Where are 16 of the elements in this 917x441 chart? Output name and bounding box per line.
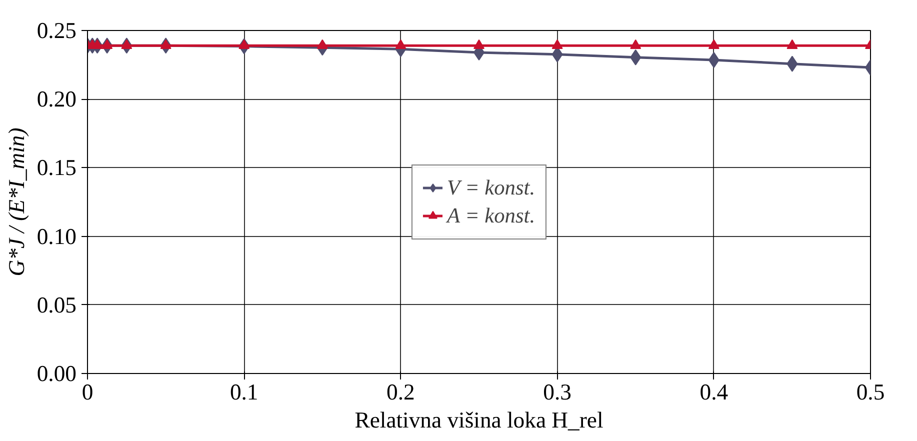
- x-tick-label: 0.4: [700, 380, 728, 404]
- y-tick-label: 0.25: [36, 18, 77, 43]
- x-tick-label: 0.2: [386, 380, 415, 404]
- x-tick-label: 0.3: [543, 380, 572, 404]
- x-tick-label: 0.1: [230, 380, 258, 404]
- x-tick-label: 0.5: [856, 380, 885, 404]
- y-tick-label: 0.00: [36, 361, 77, 386]
- x-tick-label: 0: [82, 380, 94, 404]
- legend-label: A = konst.: [446, 203, 536, 228]
- legend-label: V = konst.: [446, 175, 536, 200]
- y-tick-label: 0.15: [36, 155, 77, 180]
- x-axis-title: Relativna višina loka H_rel: [354, 408, 604, 432]
- y-tick-label: 0.20: [36, 86, 77, 112]
- y-tick-label: 0.10: [36, 224, 77, 249]
- y-axis-title: G*J / (E*I_min): [4, 128, 29, 276]
- y-tick-label: 0.05: [36, 292, 77, 318]
